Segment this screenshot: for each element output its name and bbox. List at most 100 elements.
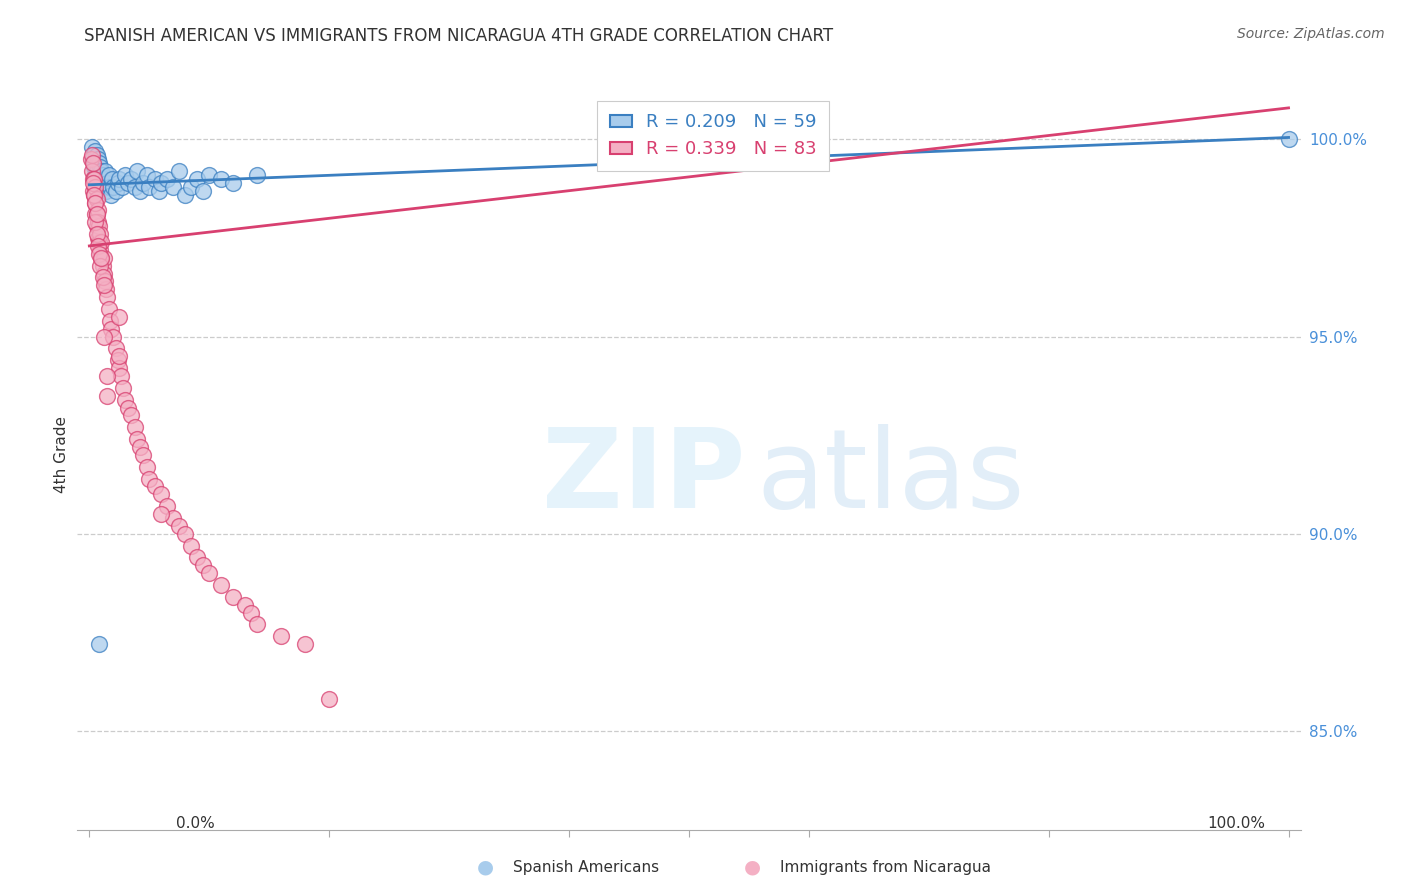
Point: [93, 172, 115, 186]
Point: [148, 184, 170, 198]
Point: [117, 176, 139, 190]
Point: [100, 322, 122, 336]
Point: [89, 259, 111, 273]
Point: [318, 692, 340, 706]
Point: [222, 590, 245, 604]
Point: [79, 152, 101, 166]
Point: [156, 172, 179, 186]
Point: [198, 168, 221, 182]
Text: 100.0%: 100.0%: [1208, 816, 1265, 831]
Point: [84, 207, 107, 221]
Text: ●: ●: [477, 857, 494, 877]
Point: [108, 310, 131, 324]
Point: [132, 176, 155, 190]
Y-axis label: 4th Grade: 4th Grade: [53, 417, 69, 493]
Point: [96, 369, 118, 384]
Text: atlas: atlas: [756, 424, 1025, 531]
Point: [94, 274, 117, 288]
Point: [86, 168, 108, 182]
Point: [246, 617, 269, 632]
Point: [84, 179, 107, 194]
Point: [80, 140, 103, 154]
Point: [246, 168, 269, 182]
Point: [233, 598, 256, 612]
Point: [90, 164, 112, 178]
Point: [111, 179, 134, 194]
Point: [97, 168, 120, 182]
Point: [86, 192, 108, 206]
Point: [186, 172, 208, 186]
Point: [83, 187, 105, 202]
Point: [135, 168, 157, 182]
Point: [84, 195, 107, 210]
Point: [82, 156, 104, 170]
Point: [80, 164, 103, 178]
Point: [104, 184, 127, 198]
Point: [156, 499, 179, 513]
Point: [82, 184, 104, 198]
Point: [174, 187, 197, 202]
Point: [108, 349, 131, 363]
Point: [94, 179, 117, 194]
Point: [83, 148, 105, 162]
Text: ZIP: ZIP: [543, 424, 745, 531]
Point: [87, 247, 110, 261]
Point: [128, 184, 150, 198]
Point: [87, 219, 110, 234]
Point: [114, 392, 136, 407]
Point: [83, 172, 105, 186]
Point: [86, 219, 108, 234]
Point: [84, 195, 107, 210]
Point: [93, 251, 115, 265]
Point: [87, 235, 110, 249]
Point: [86, 184, 108, 198]
Point: [186, 550, 208, 565]
Point: [169, 164, 191, 178]
Point: [96, 389, 118, 403]
Point: [193, 184, 215, 198]
Point: [108, 172, 131, 186]
Point: [97, 301, 120, 316]
Text: 0.0%: 0.0%: [176, 816, 215, 831]
Point: [107, 176, 129, 190]
Point: [143, 172, 166, 186]
Point: [209, 172, 232, 186]
Point: [128, 440, 150, 454]
Point: [89, 160, 111, 174]
Point: [86, 227, 108, 241]
Point: [90, 235, 112, 249]
Point: [86, 207, 108, 221]
Text: Source: ZipAtlas.com: Source: ZipAtlas.com: [1237, 27, 1385, 41]
Point: [143, 479, 166, 493]
Point: [93, 278, 115, 293]
Point: [89, 243, 111, 257]
Point: [91, 270, 114, 285]
Point: [162, 179, 184, 194]
Point: [87, 637, 110, 651]
Text: Spanish Americans: Spanish Americans: [513, 860, 659, 874]
Point: [83, 187, 105, 202]
Point: [1277, 132, 1299, 146]
Point: [93, 329, 115, 343]
Point: [114, 168, 136, 182]
Point: [240, 606, 263, 620]
Point: [90, 251, 112, 265]
Point: [86, 207, 108, 221]
Point: [162, 511, 184, 525]
Point: [108, 361, 131, 376]
Point: [86, 176, 108, 190]
Point: [138, 472, 160, 486]
Point: [82, 152, 104, 166]
Point: [107, 353, 129, 368]
Point: [98, 179, 121, 194]
Point: [117, 401, 139, 415]
Point: [110, 369, 132, 384]
Point: [82, 176, 104, 190]
Point: [127, 432, 149, 446]
Point: [93, 267, 115, 281]
Point: [90, 176, 112, 190]
Point: [90, 251, 112, 265]
Point: [103, 329, 125, 343]
Point: [83, 160, 105, 174]
Point: [111, 381, 134, 395]
